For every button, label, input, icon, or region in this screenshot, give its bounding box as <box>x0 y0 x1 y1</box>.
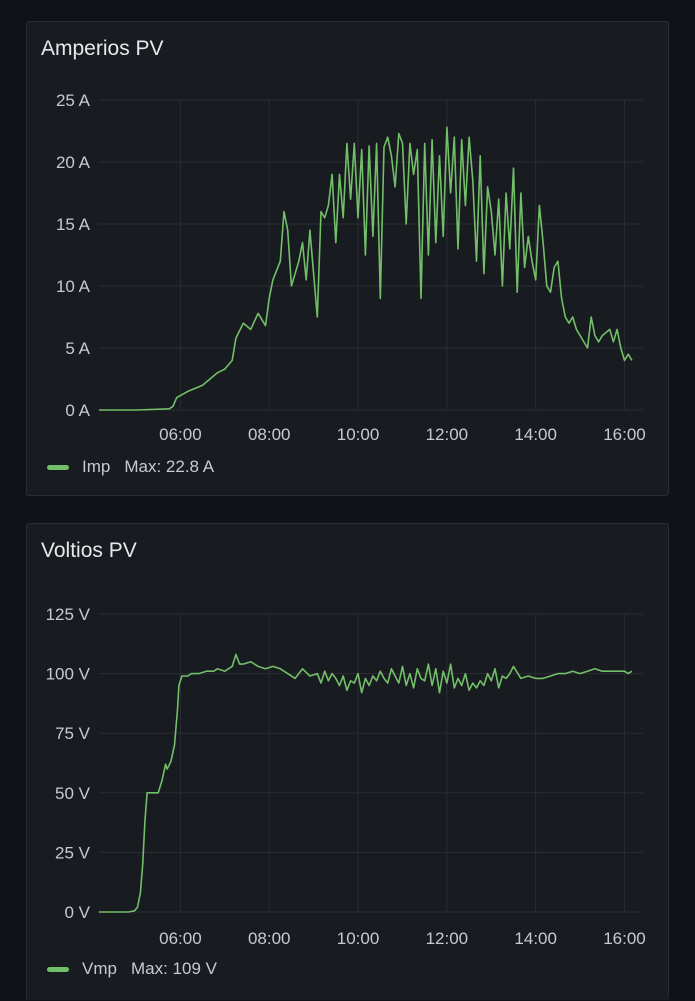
x-tick-label: 16:00 <box>603 425 646 444</box>
panel-title: Voltios PV <box>41 539 137 562</box>
x-tick-label: 12:00 <box>426 425 469 444</box>
voltios-panel: Voltios PV 0 V 25 V 50 V 75 V 100 V 125 V 06:0… <box>26 523 669 1000</box>
y-tick-label: 15 A <box>56 215 91 234</box>
y-tick-label: 50 V <box>55 784 91 803</box>
y-tick-label: 75 V <box>55 724 91 743</box>
legend-max-stat: Max: 22.8 A <box>124 457 215 476</box>
legend-swatch <box>47 464 69 470</box>
x-tick-label: 12:00 <box>426 929 469 948</box>
y-tick-label: 25 A <box>56 91 91 110</box>
x-tick-label: 06:00 <box>159 425 202 444</box>
amperios-chart: 0 A 5 A 10 A 15 A 20 A 25 A 06:00 08:00 10:00 12:… <box>56 91 646 444</box>
x-tick-label: 06:00 <box>159 929 202 948</box>
y-tick-label: 25 V <box>55 843 91 862</box>
panel-title: Amperios PV <box>41 37 164 60</box>
y-tick-label: 125 V <box>46 605 91 624</box>
legend-max-stat: Max: 109 V <box>130 959 217 978</box>
y-tick-label: 0 A <box>65 401 90 420</box>
legend-swatch <box>47 966 69 972</box>
x-tick-label: 16:00 <box>603 929 646 948</box>
x-tick-label: 10:00 <box>337 425 380 444</box>
x-tick-label: 08:00 <box>248 929 291 948</box>
x-tick-label: 10:00 <box>337 929 380 948</box>
voltios-chart: 0 V 25 V 50 V 75 V 100 V 125 V 06:00 08:00 10:00… <box>46 605 646 948</box>
legend-series-name: Imp <box>82 457 111 476</box>
x-tick-label: 08:00 <box>248 425 291 444</box>
y-tick-label: 5 A <box>65 339 90 358</box>
legend[interactable]: Imp Max: 22.8 A <box>47 457 214 477</box>
y-tick-label: 0 V <box>64 903 90 922</box>
x-tick-label: 14:00 <box>514 425 557 444</box>
legend-series-name: Vmp <box>82 959 117 978</box>
series-line-imp <box>99 126 633 411</box>
y-tick-label: 10 A <box>56 277 91 296</box>
legend[interactable]: Vmp Max: 109 V <box>47 959 217 979</box>
x-tick-label: 14:00 <box>514 929 557 948</box>
series-line-vmp <box>99 653 633 913</box>
y-tick-label: 100 V <box>46 665 91 684</box>
y-tick-label: 20 A <box>56 153 91 172</box>
